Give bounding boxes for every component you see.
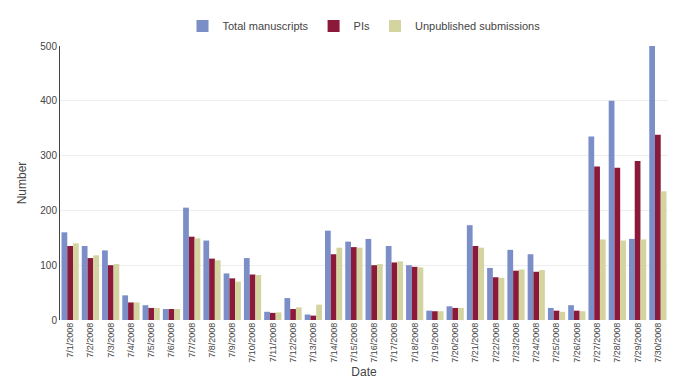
svg-text:7/19/2008: 7/19/2008 bbox=[430, 323, 440, 363]
svg-text:Number: Number bbox=[15, 162, 29, 205]
svg-text:7/17/2008: 7/17/2008 bbox=[389, 323, 399, 363]
svg-text:7/10/2008: 7/10/2008 bbox=[247, 323, 257, 363]
svg-text:0: 0 bbox=[51, 315, 57, 326]
svg-text:7/3/2008: 7/3/2008 bbox=[106, 323, 116, 358]
svg-text:7/20/2008: 7/20/2008 bbox=[450, 323, 460, 363]
svg-text:Unpublished submissions: Unpublished submissions bbox=[415, 20, 540, 32]
svg-text:PIs: PIs bbox=[354, 20, 370, 32]
svg-text:7/22/2008: 7/22/2008 bbox=[491, 323, 501, 363]
svg-text:7/8/2008: 7/8/2008 bbox=[207, 323, 217, 358]
svg-text:7/4/2008: 7/4/2008 bbox=[126, 323, 136, 358]
svg-text:7/15/2008: 7/15/2008 bbox=[349, 323, 359, 363]
svg-text:7/24/2008: 7/24/2008 bbox=[531, 323, 541, 363]
svg-text:500: 500 bbox=[40, 41, 57, 52]
svg-text:7/1/2008: 7/1/2008 bbox=[65, 323, 75, 358]
svg-text:7/9/2008: 7/9/2008 bbox=[227, 323, 237, 358]
svg-text:7/14/2008: 7/14/2008 bbox=[329, 323, 339, 363]
svg-text:Total manuscripts: Total manuscripts bbox=[223, 20, 309, 32]
svg-text:7/16/2008: 7/16/2008 bbox=[369, 323, 379, 363]
svg-text:7/27/2008: 7/27/2008 bbox=[592, 323, 602, 363]
svg-text:200: 200 bbox=[40, 205, 57, 216]
svg-text:7/7/2008: 7/7/2008 bbox=[187, 323, 197, 358]
svg-text:7/21/2008: 7/21/2008 bbox=[470, 323, 480, 363]
svg-text:7/23/2008: 7/23/2008 bbox=[511, 323, 521, 363]
svg-text:7/5/2008: 7/5/2008 bbox=[146, 323, 156, 358]
svg-text:7/12/2008: 7/12/2008 bbox=[288, 323, 298, 363]
svg-text:7/11/2008: 7/11/2008 bbox=[268, 323, 278, 362]
svg-text:7/6/2008: 7/6/2008 bbox=[166, 323, 176, 358]
svg-text:7/18/2008: 7/18/2008 bbox=[410, 323, 420, 363]
svg-text:7/2/2008: 7/2/2008 bbox=[85, 323, 95, 358]
svg-text:Date: Date bbox=[351, 365, 377, 379]
svg-text:300: 300 bbox=[40, 150, 57, 161]
svg-text:7/30/2008: 7/30/2008 bbox=[653, 323, 663, 363]
svg-text:7/28/2008: 7/28/2008 bbox=[612, 323, 622, 363]
svg-text:400: 400 bbox=[40, 95, 57, 106]
svg-text:7/13/2008: 7/13/2008 bbox=[308, 323, 318, 363]
svg-text:7/26/2008: 7/26/2008 bbox=[572, 323, 582, 363]
svg-text:7/29/2008: 7/29/2008 bbox=[633, 323, 643, 363]
svg-text:100: 100 bbox=[40, 260, 57, 271]
svg-text:7/25/2008: 7/25/2008 bbox=[551, 323, 561, 363]
